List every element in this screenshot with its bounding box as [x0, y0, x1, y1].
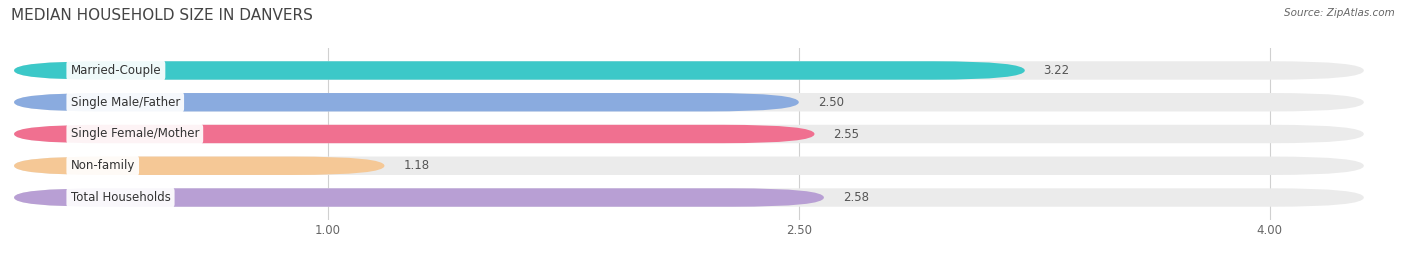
Text: 2.55: 2.55 — [834, 128, 859, 140]
Text: MEDIAN HOUSEHOLD SIZE IN DANVERS: MEDIAN HOUSEHOLD SIZE IN DANVERS — [11, 8, 314, 23]
Text: Married-Couple: Married-Couple — [70, 64, 162, 77]
Text: 1.18: 1.18 — [404, 159, 429, 172]
Text: Total Households: Total Households — [70, 191, 170, 204]
Text: Source: ZipAtlas.com: Source: ZipAtlas.com — [1284, 8, 1395, 18]
Text: Non-family: Non-family — [70, 159, 135, 172]
Text: Single Female/Mother: Single Female/Mother — [70, 128, 200, 140]
FancyBboxPatch shape — [14, 188, 1364, 207]
FancyBboxPatch shape — [14, 157, 384, 175]
FancyBboxPatch shape — [14, 125, 814, 143]
Text: 2.50: 2.50 — [818, 96, 844, 109]
Text: 2.58: 2.58 — [842, 191, 869, 204]
FancyBboxPatch shape — [14, 93, 799, 111]
FancyBboxPatch shape — [14, 188, 824, 207]
FancyBboxPatch shape — [14, 125, 1364, 143]
Text: Single Male/Father: Single Male/Father — [70, 96, 180, 109]
Text: 3.22: 3.22 — [1043, 64, 1070, 77]
FancyBboxPatch shape — [14, 157, 1364, 175]
FancyBboxPatch shape — [14, 61, 1364, 80]
FancyBboxPatch shape — [14, 93, 1364, 111]
FancyBboxPatch shape — [14, 61, 1025, 80]
